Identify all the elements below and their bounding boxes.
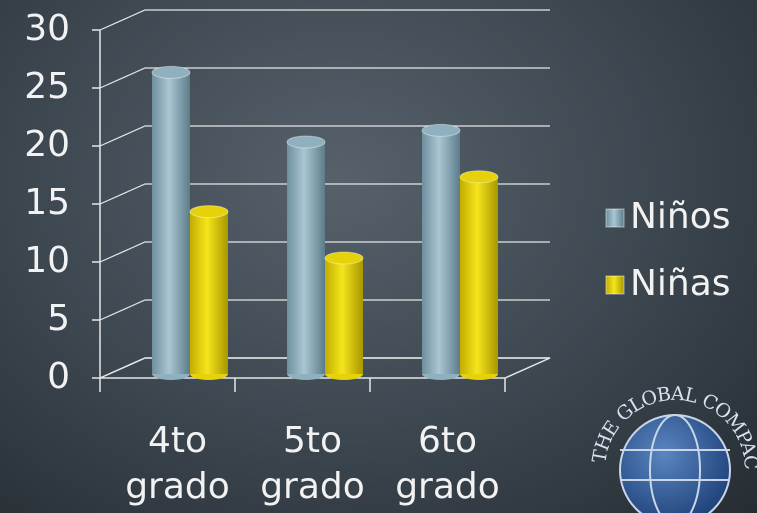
bar	[152, 72, 190, 375]
legend-swatch	[605, 208, 625, 228]
bar-top	[151, 65, 191, 79]
bar-top	[459, 170, 499, 184]
bar	[460, 176, 498, 374]
bar-top	[189, 205, 229, 219]
grid-line	[99, 241, 550, 263]
legend-label: Niños	[630, 196, 731, 237]
x-tick-label: 5to grado	[260, 420, 365, 507]
plot: 0 5 10 15 20 25 30 Niños Niñas	[24, 8, 730, 397]
grid-line	[99, 357, 550, 379]
bar	[422, 130, 460, 374]
globe-meridian	[649, 414, 701, 513]
grid-line	[99, 183, 550, 205]
y-tick-label: 15	[24, 182, 70, 223]
bar-top	[286, 135, 326, 149]
legend-swatch	[605, 275, 625, 295]
grid-line	[99, 125, 550, 147]
grid-line	[99, 299, 550, 321]
globe	[619, 414, 731, 513]
x-tick-label: 4to grado	[125, 420, 230, 507]
bar-top	[324, 251, 364, 265]
y-tick-label: 10	[24, 240, 70, 281]
bar	[287, 142, 325, 374]
bar-top	[421, 123, 461, 137]
grid-line	[99, 9, 550, 31]
y-tick-label: 20	[24, 124, 70, 165]
grid-line	[99, 67, 550, 89]
bar	[190, 211, 228, 374]
legend-label: Niñas	[630, 263, 731, 304]
y-tick-label: 0	[47, 356, 70, 397]
x-tick-label: 6to grado	[395, 420, 500, 507]
bar	[325, 258, 363, 374]
y-tick-label: 25	[24, 66, 70, 107]
y-tick-label: 30	[24, 8, 70, 49]
y-tick-label: 5	[47, 298, 70, 339]
